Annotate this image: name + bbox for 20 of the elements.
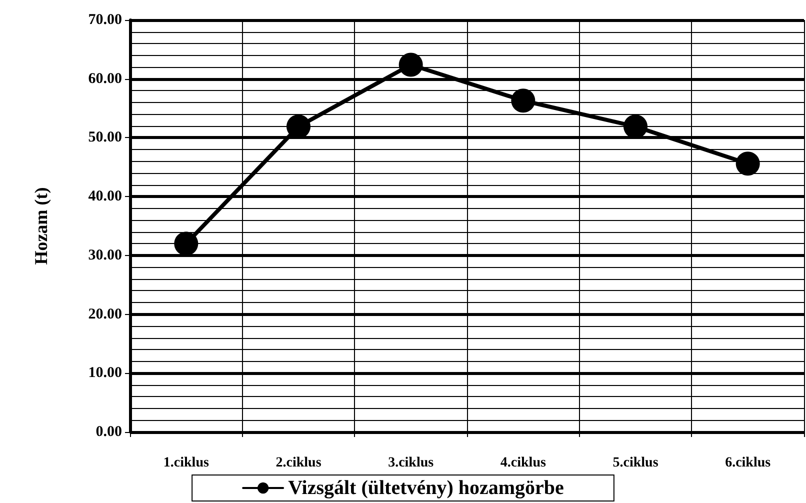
- y-tick-label: 50.00: [88, 130, 122, 146]
- y-tick-label: 60.00: [88, 70, 122, 87]
- x-tick-label: 3.ciklus: [388, 456, 434, 470]
- y-tick-label: 70.00: [88, 12, 122, 28]
- y-tick-label: 10.00: [88, 365, 122, 382]
- x-tick-label: 1.ciklus: [163, 456, 210, 470]
- y-tick-label: 20.00: [88, 306, 122, 322]
- point: [511, 88, 536, 113]
- y-tick-label: 0.00: [96, 424, 122, 440]
- y-tick-label: 30.00: [88, 247, 122, 264]
- y-tick-label: 40.00: [88, 188, 122, 205]
- y-axis-title: Hozam (t): [31, 187, 51, 265]
- x-tick-label: 4.ciklus: [500, 456, 546, 470]
- x-tick-label: 5.ciklus: [612, 456, 659, 470]
- legend-label: Vizsgált (ültetvény) hozamgörbe: [288, 477, 564, 499]
- point: [736, 152, 760, 176]
- point: [398, 52, 423, 77]
- point: [174, 232, 198, 256]
- x-tick-label: 2.ciklus: [276, 456, 322, 470]
- x-tick-label: 6.ciklus: [725, 456, 772, 470]
